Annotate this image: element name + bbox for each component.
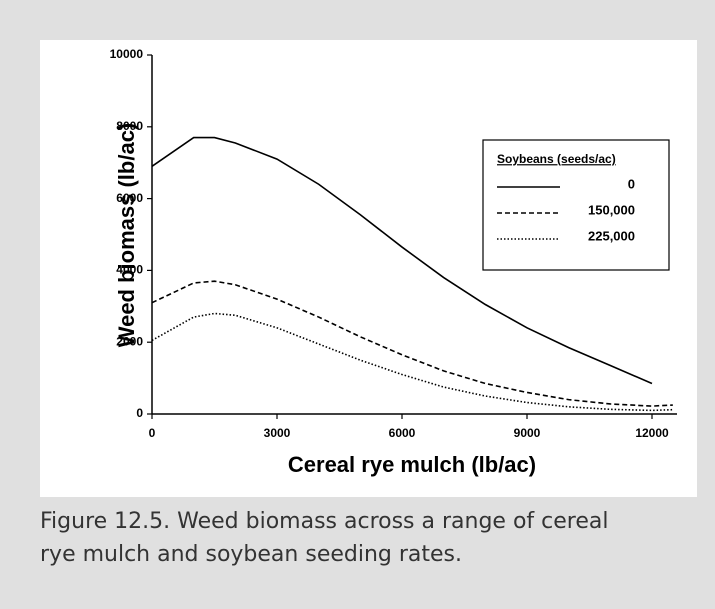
series-line <box>151 312 673 412</box>
x-tick-label: 3000 <box>264 426 291 440</box>
y-tick-label: 2000 <box>116 334 143 348</box>
y-axis-label: Weed biomass (lb/ac) <box>114 123 139 348</box>
series-line <box>151 136 653 385</box>
y-tick-label: 4000 <box>116 263 143 277</box>
x-tick-label: 6000 <box>389 426 416 440</box>
y-tick-label: 10000 <box>110 47 144 61</box>
series-line <box>151 280 673 407</box>
x-tick-label: 0 <box>149 426 156 440</box>
x-tick-label: 12000 <box>635 426 669 440</box>
legend-box <box>482 139 670 271</box>
legend-label: 225,000 <box>588 228 635 243</box>
legend-label: 0 <box>628 176 635 191</box>
y-tick-label: 0 <box>136 406 143 420</box>
legend-title: Soybeans (seeds/ac) <box>497 152 616 166</box>
x-axis-label: Cereal rye mulch (lb/ac) <box>288 452 536 477</box>
x-tick-label: 9000 <box>514 426 541 440</box>
y-tick-label: 8000 <box>116 119 143 133</box>
legend-label: 150,000 <box>588 202 635 217</box>
y-tick-label: 6000 <box>116 191 143 205</box>
caption: Figure 12.5. Weed biomass across a range… <box>40 509 609 567</box>
